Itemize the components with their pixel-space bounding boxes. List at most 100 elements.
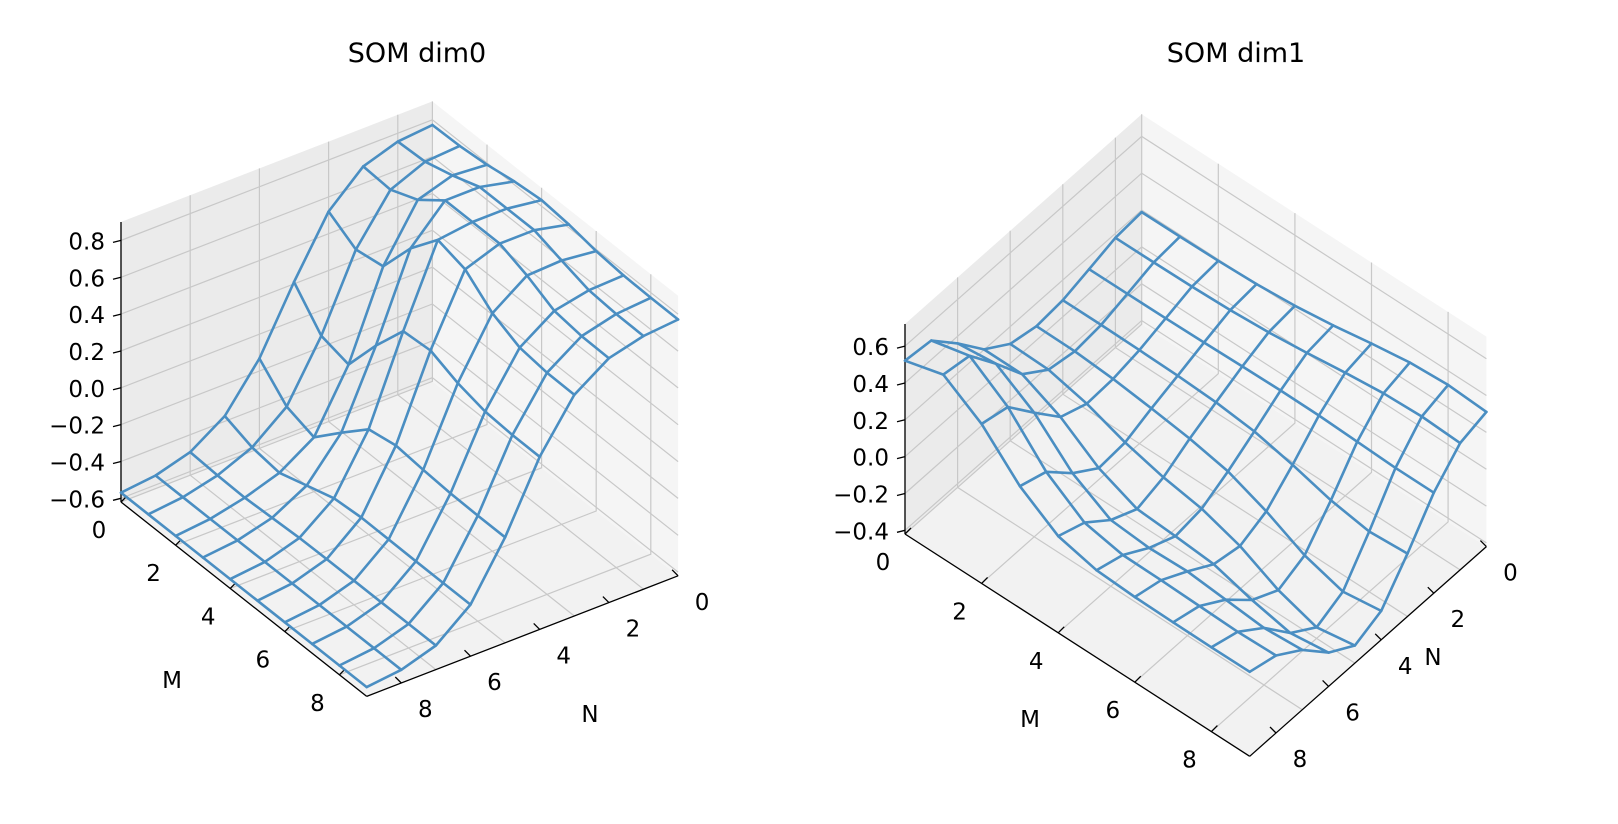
y-axis-label: N [581, 702, 598, 728]
side-pane [1141, 114, 1487, 547]
z-tick-mark [112, 239, 122, 244]
wire-line-n [327, 210, 576, 397]
x-tick-label: 2 [146, 561, 161, 587]
wire-line-m [1171, 361, 1412, 624]
wire-line-n [431, 123, 680, 321]
wire-line-n [982, 348, 1330, 654]
x-tick-mark [1210, 725, 1218, 733]
wire-line-n [1035, 324, 1383, 613]
y-tick-mark [671, 569, 679, 577]
x-tick-label: 4 [1029, 649, 1044, 675]
grid-line [284, 231, 597, 633]
x-axis-label: M [1020, 707, 1040, 733]
wire-line-n [903, 359, 1251, 674]
wire-line-m [365, 318, 680, 689]
wire-line-n [292, 280, 542, 459]
y-tick-label: 6 [487, 670, 502, 696]
y-tick-mark [533, 622, 541, 630]
y-tick-mark [602, 596, 610, 604]
z-tick-mark [112, 313, 122, 317]
y-tick-mark [1269, 726, 1277, 734]
grid-line [904, 319, 1487, 544]
z-tick-mark [112, 424, 122, 428]
x-tick-label: 8 [1182, 748, 1197, 774]
x-tick-mark [904, 527, 912, 535]
z-tick-mark [112, 276, 122, 280]
z-tick-label: 0.0 [68, 377, 105, 403]
grid-line [120, 192, 679, 389]
wire-line-m [1018, 282, 1258, 488]
x-tick-label: 6 [1105, 698, 1120, 724]
wire-line-n [223, 414, 472, 606]
x-axis-line [120, 501, 368, 697]
grid-line [339, 274, 652, 676]
x-tick-mark [981, 576, 989, 584]
grid-line [1211, 311, 1449, 733]
chart-title: SOM dim1 [1167, 38, 1305, 69]
wire-line-n [188, 450, 438, 647]
grid-line [981, 163, 1219, 584]
y-tick-mark [1374, 633, 1382, 641]
y-tick-label: 8 [1293, 747, 1308, 773]
z-tick-mark [112, 387, 122, 391]
y-tick-label: 4 [556, 643, 571, 669]
z-tick-label: −0.2 [49, 414, 105, 440]
wire-line-n [258, 357, 507, 539]
wire-line-n [956, 342, 1304, 652]
wire-line-n [1114, 236, 1462, 445]
chart-dim1: SOM dim1 0246802468−0.4−0.20.00.20.40.6 … [833, 38, 1518, 774]
wire-line-m [941, 235, 1182, 376]
wire-line-m [283, 249, 598, 624]
grid-line [904, 172, 1487, 397]
wire-line-m [119, 123, 434, 495]
grid-line [328, 141, 575, 617]
wire-line-m [1095, 324, 1335, 572]
y-tick-label: 2 [1450, 607, 1465, 633]
x-axis-label: M [162, 668, 182, 694]
y-tick-label: 0 [1503, 561, 1518, 587]
wire-line-n [929, 339, 1278, 657]
wire-line-n [1008, 342, 1357, 647]
wire-line-m [147, 144, 462, 516]
z-tick-mark [112, 460, 122, 465]
grid-line [1114, 137, 1461, 571]
chart-dim0: SOM dim0 0 2 4 6 8 0 2 4 6 8 −0.6 −0.4 −0.2 0.0 0.2 0.4… [49, 38, 709, 728]
y-axis-line [1249, 546, 1487, 757]
wire-line-n [1061, 298, 1409, 555]
y-axis-label: N [1424, 645, 1441, 671]
z-tick-label: −0.2 [833, 482, 889, 508]
grid-line [120, 266, 679, 463]
side-pane [432, 101, 679, 576]
wire-line-m [1133, 342, 1373, 599]
z-tick-mark [896, 492, 906, 497]
grid-line [120, 101, 433, 503]
z-tick-mark [896, 529, 906, 533]
back-pane [905, 114, 1142, 535]
grid-line [120, 229, 679, 426]
wire-line-m [310, 274, 625, 646]
wire-line-m [256, 223, 571, 603]
wire-line-n [1087, 267, 1436, 495]
y-tick-label: 4 [1398, 654, 1413, 680]
wire-line-n [119, 491, 369, 689]
wire-line-m [980, 259, 1220, 426]
wire-line-m [1210, 383, 1450, 649]
z-tick-label: 0.8 [68, 229, 105, 255]
x-tick-mark [1057, 626, 1065, 634]
wire-line-m [1248, 410, 1488, 674]
grid-line [229, 187, 543, 589]
y-tick-mark [1427, 586, 1435, 594]
wire-line-n [154, 474, 403, 672]
chart-title: SOM dim0 [348, 38, 486, 69]
grid-line [1134, 262, 1373, 683]
z-tick-label: 0.6 [852, 335, 889, 361]
wire-line-m [174, 163, 489, 538]
z-tick-label: 0.6 [68, 266, 105, 292]
z-tick-mark [896, 382, 906, 386]
x-tick-label: 6 [255, 648, 270, 674]
y-tick-label: 6 [1345, 700, 1360, 726]
z-tick-label: −0.4 [49, 450, 105, 476]
grid-line [904, 246, 1487, 470]
wire-line-m [338, 296, 653, 667]
